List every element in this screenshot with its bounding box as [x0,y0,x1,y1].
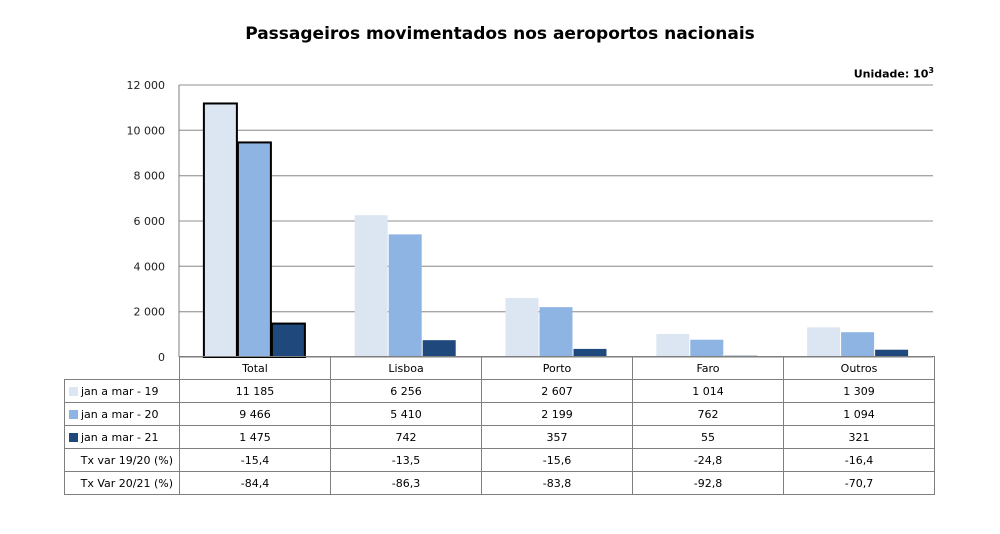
row-label: jan a mar - 21 [64,425,180,449]
table-row: Tx Var 20/21 (%) -84,4 -86,3 -83,8 -92,8 -70,… [64,471,935,495]
bar-total-series-2 [236,141,272,358]
category-label: Lisboa [330,356,482,380]
table-cell: 5 410 [330,402,482,426]
table-cell: 9 466 [179,402,331,426]
legend-key [69,409,78,419]
y-tick-label: 4 000 [134,260,166,273]
bar-porto-series-1 [505,297,539,357]
bar-faro-series-2 [690,339,724,357]
bar-outros-series-2 [841,332,875,357]
bar-total-series-3 [270,322,306,359]
bar-lisboa-series-3 [422,340,456,357]
table-cell: -16,4 [783,448,935,472]
row-label: jan a mar - 19 [64,379,180,403]
bar-outros-series-3 [875,349,909,357]
bar-porto-series-3 [573,348,607,357]
category-label: Faro [632,356,784,380]
table-row: Tx var 19/20 (%) -15,4 -13,5 -15,6 -24,8 -16,… [64,448,935,472]
y-tick-label: 6 000 [134,215,166,228]
table-cell: -86,3 [330,471,482,495]
table-cell: 6 256 [330,379,482,403]
table-cell: -84,4 [179,471,331,495]
bar-faro-series-1 [656,334,690,357]
row-label: jan a mar - 20 [64,402,180,426]
category-label: Porto [481,356,633,380]
table-cell: -83,8 [481,471,633,495]
row-label-text: Tx Var 20/21 (%) [80,476,173,490]
legend-key [69,386,78,396]
chart-title: Passageiros movimentados nos aeroportos … [245,24,755,44]
table-corner [64,356,180,380]
bar-lisboa-series-1 [354,215,388,357]
y-tick-label: 10 000 [127,124,166,137]
table-cell: -15,4 [179,448,331,472]
table-row: jan a mar - 20 9 466 5 410 2 199 762 1 094 [64,402,935,426]
row-label-text: Tx var 19/20 (%) [80,453,173,467]
unit-label: Unidade: 103 [853,66,934,81]
table-header-row: Total Lisboa Porto Faro Outros [64,356,935,380]
table-cell: 55 [632,425,784,449]
table-cell: 357 [481,425,633,449]
table-row: jan a mar - 19 11 185 6 256 2 607 1 014 1 309 [64,379,935,403]
table-cell: -13,5 [330,448,482,472]
table-cell: 11 185 [179,379,331,403]
bar-total-series-1 [202,102,238,359]
table-cell: 1 475 [179,425,331,449]
row-label: Tx var 19/20 (%) [64,448,180,472]
bar-outros-series-1 [807,327,841,357]
legend-key [69,432,78,442]
table-cell: -15,6 [481,448,633,472]
table-cell: 321 [783,425,935,449]
table-cell: -70,7 [783,471,935,495]
table-cell: 742 [330,425,482,449]
y-tick-label: 8 000 [134,170,166,183]
table-cell: -92,8 [632,471,784,495]
table-cell: 2 607 [481,379,633,403]
row-label: Tx Var 20/21 (%) [64,471,180,495]
category-label: Total [179,356,331,380]
table-cell: -24,8 [632,448,784,472]
category-label: Outros [783,356,935,380]
data-table: Total Lisboa Porto Faro Outros jan a mar - 19… [64,356,935,495]
bar-porto-series-2 [539,307,573,357]
row-label-text: jan a mar - 21 [81,430,159,444]
table-cell: 1 014 [632,379,784,403]
y-tick-label: 2 000 [134,306,166,319]
row-label-text: jan a mar - 20 [81,407,159,421]
table-cell: 1 309 [783,379,935,403]
y-tick-label: 12 000 [127,79,166,92]
row-label-text: jan a mar - 19 [81,384,159,398]
table-row: jan a mar - 21 1 475 742 357 55 321 [64,425,935,449]
table-cell: 1 094 [783,402,935,426]
bar-lisboa-series-2 [388,234,422,357]
table-cell: 762 [632,402,784,426]
table-cell: 2 199 [481,402,633,426]
